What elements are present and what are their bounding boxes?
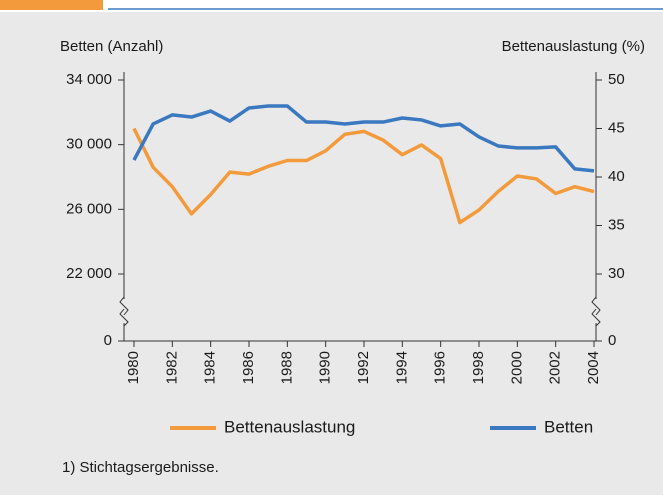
y2-tick-label: 40 (608, 168, 625, 185)
x-tick-label: 1982 (163, 351, 180, 384)
y-tick-label: 22 000 (66, 265, 112, 282)
axis-break (591, 296, 601, 327)
series-line (132, 104, 595, 173)
x-tick-label: 2002 (547, 351, 564, 384)
x-tick-label: 1992 (355, 351, 372, 384)
x-tick-label: 1998 (470, 351, 487, 384)
legend-label: Bettenauslastung (224, 417, 355, 436)
y2-tick-label: 45 (608, 119, 625, 136)
x-tick-label: 1986 (240, 351, 257, 384)
panel (0, 12, 663, 495)
x-tick-label: 2000 (508, 351, 525, 384)
y-tick-label: 26 000 (66, 200, 112, 217)
x-tick-label: 2004 (585, 351, 602, 384)
header-accent (0, 0, 103, 10)
x-tick-label: 1984 (202, 351, 219, 384)
footnote: 1) Stichtagsergebnisse. (62, 459, 219, 476)
axis-break (119, 296, 129, 327)
y-tick-label: 0 (104, 332, 112, 349)
y2-tick-label: 0 (608, 332, 616, 349)
y2-tick-label: 50 (608, 71, 625, 88)
axis-break-gap (120, 299, 128, 323)
x-tick-label: 1988 (278, 351, 295, 384)
series-line (132, 127, 595, 225)
y-tick-label: 30 000 (66, 136, 112, 153)
y2-tick-label: 35 (608, 216, 625, 233)
y-tick-label: 34 000 (66, 71, 112, 88)
x-tick-label: 1990 (317, 351, 334, 384)
axis-break-gap (592, 299, 600, 323)
legend-label: Betten (544, 417, 593, 436)
y-axis-title: Betten (Anzahl) (60, 38, 163, 55)
x-tick-label: 1996 (432, 351, 449, 384)
y2-axis-title: Bettenauslastung (%) (502, 38, 645, 55)
y2-tick-label: 30 (608, 265, 625, 282)
x-tick-label: 1980 (125, 351, 142, 384)
x-tick-label: 1994 (393, 351, 410, 384)
